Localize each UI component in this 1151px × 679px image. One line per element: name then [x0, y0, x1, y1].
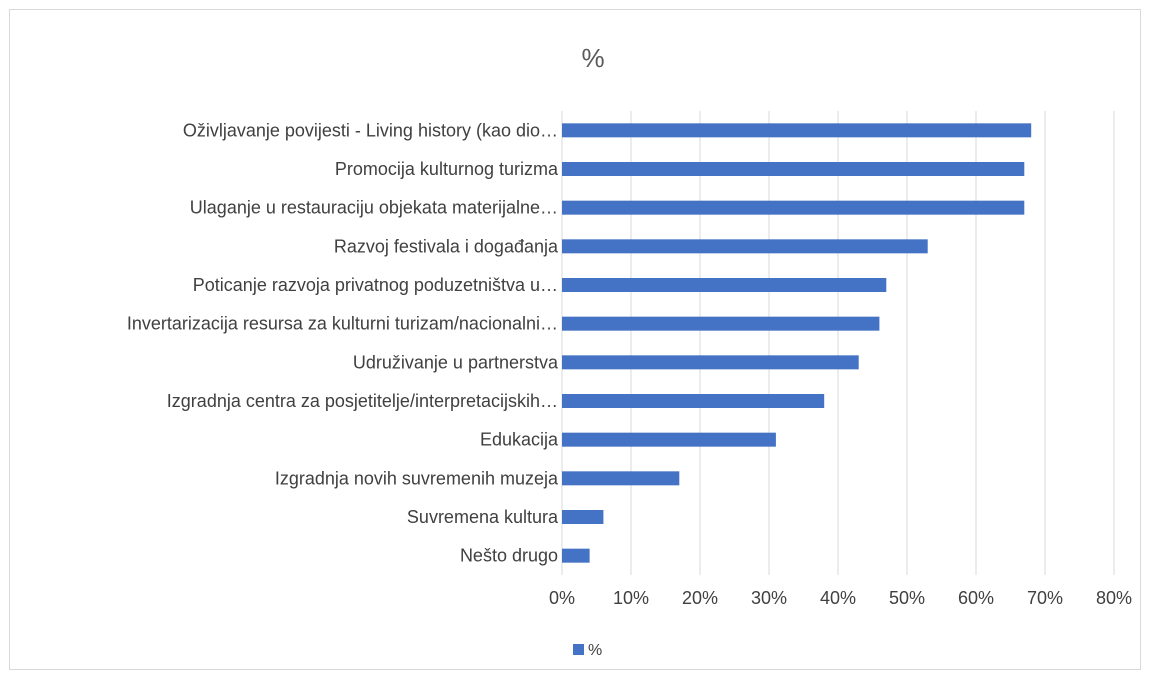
bar	[562, 200, 1025, 215]
x-tick-label: 80%	[1096, 588, 1132, 608]
bar	[562, 510, 604, 524]
bar	[562, 239, 928, 254]
chart-title: %	[581, 43, 604, 73]
chart-frame: % Oživljavanje povijesti - Living histor…	[9, 9, 1141, 670]
bar	[562, 548, 590, 563]
x-axis-tick-labels: 0% 10% 20% 30% 40% 50% 60% 70% 80%	[549, 588, 1132, 608]
category-labels: Oživljavanje povijesti - Living history …	[127, 120, 559, 565]
x-tick-label: 70%	[1027, 588, 1063, 608]
bars	[562, 123, 1032, 563]
category-label: Oživljavanje povijesti - Living history …	[183, 120, 558, 140]
legend-label: %	[588, 642, 602, 659]
category-label: Razvoj festivala i događanja	[334, 236, 559, 256]
legend: %	[573, 642, 602, 659]
category-label: Udruživanje u partnerstva	[353, 352, 559, 372]
bar	[562, 278, 887, 292]
bar	[562, 471, 680, 486]
category-label: Edukacija	[480, 430, 559, 450]
bar	[562, 162, 1025, 176]
category-label: Ulaganje u restauraciju objekata materij…	[190, 198, 558, 218]
bar-chart: % Oživljavanje povijesti - Living histor…	[127, 43, 1132, 659]
legend-swatch	[573, 644, 584, 655]
category-label: Poticanje razvoja privatnog poduzetništv…	[193, 275, 558, 295]
bar	[562, 394, 825, 408]
x-tick-label: 10%	[613, 588, 649, 608]
bar	[562, 123, 1032, 138]
x-tick-label: 20%	[682, 588, 718, 608]
x-tick-label: 30%	[751, 588, 787, 608]
bar	[562, 316, 880, 331]
category-label: Invertarizacija resursa za kulturni turi…	[127, 314, 558, 334]
x-tick-label: 60%	[958, 588, 994, 608]
category-label: Promocija kulturnog turizma	[335, 159, 559, 179]
x-tick-label: 0%	[549, 588, 575, 608]
x-tick-label: 40%	[820, 588, 856, 608]
category-label: Izgradnja novih suvremenih muzeja	[275, 468, 559, 488]
bar	[562, 355, 859, 370]
category-label: Suvremena kultura	[407, 507, 559, 527]
category-label: Izgradnja centra za posjetitelje/interpr…	[167, 391, 558, 411]
x-tick-label: 50%	[889, 588, 925, 608]
category-label: Nešto drugo	[460, 546, 558, 566]
gridlines	[561, 111, 1115, 575]
bar	[562, 432, 776, 447]
